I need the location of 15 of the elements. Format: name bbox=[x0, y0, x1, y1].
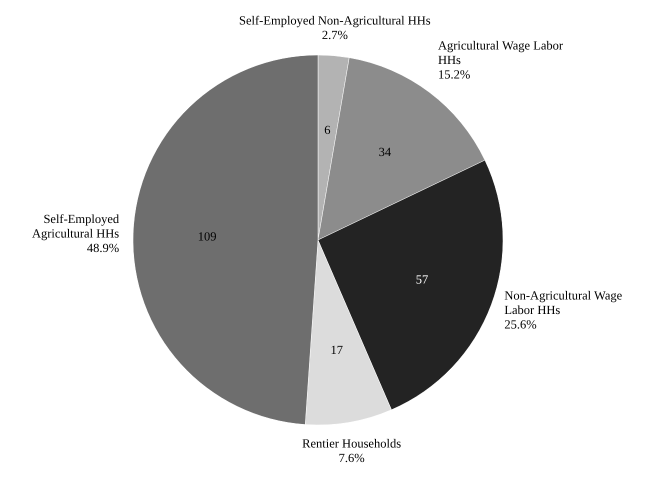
slice-label: Agricultural Wage Labor HHs bbox=[438, 38, 564, 67]
slice-label: Rentier Households bbox=[302, 436, 402, 451]
data-label: 25.6% bbox=[504, 317, 537, 332]
data-label: 48.9% bbox=[86, 240, 120, 255]
slice-label: Self-Employed Agricultural HHs bbox=[32, 212, 120, 240]
text: 57 bbox=[416, 272, 428, 286]
data-label: 7.6% bbox=[338, 451, 365, 466]
slice-label: Non-Agricultural Wage Labor HHs bbox=[504, 288, 623, 318]
slice-label: Self-Employed Non-Agricultural HHs bbox=[239, 13, 431, 28]
data-label: 2.7% bbox=[322, 28, 348, 42]
text: 109 bbox=[198, 230, 216, 244]
text: 17 bbox=[330, 342, 343, 357]
data-label: 15.2% bbox=[438, 67, 470, 82]
text: 34 bbox=[378, 144, 392, 159]
text: 6 bbox=[324, 122, 331, 137]
